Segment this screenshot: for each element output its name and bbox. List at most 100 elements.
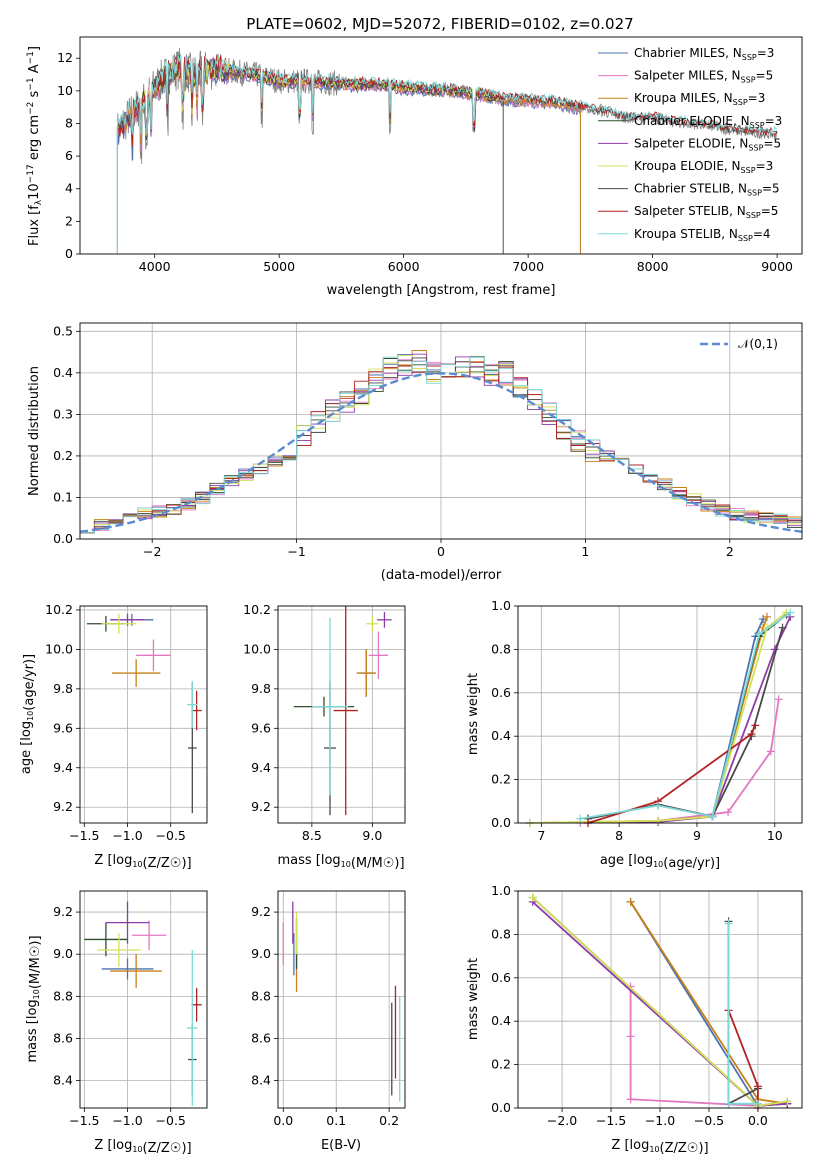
x-tick-label: 7000 bbox=[512, 259, 544, 274]
x-axis-label: Z [log10(Z/Z☉)] bbox=[94, 853, 191, 871]
y-axis-label: age [log10(age/yr)] bbox=[19, 654, 37, 774]
x-tick-label: −2 bbox=[143, 544, 161, 559]
axes-frame bbox=[79, 322, 803, 540]
y-tick-label: 0.0 bbox=[53, 531, 73, 546]
x-tick-label: 0.0 bbox=[748, 1113, 768, 1128]
x-axis-label: Z [log10(Z/Z☉)] bbox=[611, 1138, 708, 1156]
x-axis-label: (data-model)/error bbox=[381, 568, 502, 583]
y-tick-label: 9.2 bbox=[53, 904, 73, 919]
y-tick-label: 9.2 bbox=[251, 904, 271, 919]
y-tick-label: 10.2 bbox=[243, 602, 271, 617]
x-tick-label: 2 bbox=[726, 544, 734, 559]
y-tick-label: 10 bbox=[57, 83, 73, 98]
axes-frame bbox=[517, 605, 803, 824]
axes-frame bbox=[277, 605, 406, 824]
model-spectrum-line bbox=[116, 53, 778, 254]
y-tick-label: 0.1 bbox=[53, 489, 73, 504]
x-tick-label: 4000 bbox=[139, 259, 171, 274]
y-axis-label: mass weight bbox=[466, 673, 481, 755]
y-tick-label: 1.0 bbox=[491, 883, 511, 898]
y-tick-label: 8.8 bbox=[53, 988, 73, 1003]
y-tick-label: 0.4 bbox=[491, 728, 511, 743]
y-tick-label: 10.2 bbox=[45, 602, 73, 617]
y-tick-label: 8.6 bbox=[251, 1030, 271, 1045]
y-tick-label: 0.6 bbox=[491, 970, 511, 985]
axes-frame bbox=[79, 890, 208, 1109]
legend-label: Salpeter ELODIE, NSSP=5 bbox=[634, 136, 781, 152]
y-tick-label: 0.2 bbox=[491, 1057, 511, 1072]
x-axis-label: age [log10(age/yr)] bbox=[600, 853, 720, 871]
x-axis-label: wavelength [Angstrom, rest frame] bbox=[327, 283, 556, 298]
y-tick-label: 0.3 bbox=[53, 406, 73, 421]
axes-frame bbox=[79, 605, 208, 824]
x-tick-label: −0.5 bbox=[156, 1113, 186, 1128]
y-tick-label: 0 bbox=[65, 246, 73, 261]
normal-curve bbox=[80, 372, 802, 533]
y-tick-label: 8 bbox=[65, 115, 73, 130]
y-tick-label: 2 bbox=[65, 213, 73, 228]
legend-label: Chabrier ELODIE, NSSP=3 bbox=[634, 114, 782, 130]
legend-label: Kroupa MILES, NSSP=3 bbox=[634, 91, 765, 107]
y-tick-label: 8.4 bbox=[53, 1073, 73, 1088]
x-axis-label: Z [log10(Z/Z☉)] bbox=[94, 1138, 191, 1156]
x-tick-label: 9 bbox=[693, 828, 701, 843]
y-axis-label: Normed distribution bbox=[27, 366, 42, 496]
y-tick-label: 0.8 bbox=[491, 641, 511, 656]
legend-label: Salpeter STELIB, NSSP=5 bbox=[634, 204, 778, 220]
x-tick-label: −1.0 bbox=[112, 828, 142, 843]
y-tick-label: 9.2 bbox=[53, 799, 73, 814]
axes-frame bbox=[517, 890, 803, 1109]
axes-frame bbox=[79, 36, 803, 255]
weight-line bbox=[529, 616, 768, 823]
y-tick-label: 8.6 bbox=[53, 1030, 73, 1045]
y-tick-label: 9.2 bbox=[251, 799, 271, 814]
x-axis-label: mass [log10(M/M☉)] bbox=[277, 853, 404, 871]
x-tick-label: 0.1 bbox=[326, 1113, 346, 1128]
legend-label: Kroupa ELODIE, NSSP=3 bbox=[634, 159, 773, 175]
axes-frame bbox=[277, 890, 406, 1109]
weight-line bbox=[529, 611, 787, 823]
legend-label: Kroupa STELIB, NSSP=4 bbox=[634, 227, 771, 243]
legend-label: Salpeter MILES, NSSP=5 bbox=[634, 69, 773, 85]
y-tick-label: 9.0 bbox=[251, 946, 271, 961]
x-tick-label: 1 bbox=[581, 544, 589, 559]
y-tick-label: 9.8 bbox=[53, 681, 73, 696]
x-tick-label: −1 bbox=[287, 544, 305, 559]
legend-label: 𝒩(0,1) bbox=[738, 337, 778, 351]
x-tick-label: −0.5 bbox=[156, 828, 186, 843]
x-tick-label: −0.5 bbox=[694, 1113, 724, 1128]
model-spectrum-line bbox=[116, 60, 581, 254]
y-axis-label: mass weight bbox=[466, 958, 481, 1040]
y-tick-label: 9.4 bbox=[251, 760, 271, 775]
x-tick-label: 0.2 bbox=[379, 1113, 399, 1128]
x-tick-label: 7 bbox=[537, 828, 545, 843]
y-tick-label: 0.2 bbox=[491, 772, 511, 787]
y-tick-label: 8.8 bbox=[251, 988, 271, 1003]
x-tick-label: −1.0 bbox=[112, 1113, 142, 1128]
x-tick-label: 0 bbox=[437, 544, 445, 559]
y-tick-label: 9.0 bbox=[53, 946, 73, 961]
y-tick-label: 10.0 bbox=[243, 641, 271, 656]
y-tick-label: 0.6 bbox=[491, 685, 511, 700]
y-tick-label: 9.6 bbox=[251, 720, 271, 735]
y-axis-label: Flux [fλ10−17 erg cm−2 s−1 A−1] bbox=[26, 46, 44, 246]
legend-label: Chabrier MILES, NSSP=3 bbox=[634, 46, 774, 62]
x-axis-label: E(B-V) bbox=[321, 1138, 361, 1153]
y-tick-label: 0.2 bbox=[53, 448, 73, 463]
y-axis-label: mass [log10(M/M☉)] bbox=[25, 935, 43, 1062]
x-tick-label: −1.5 bbox=[69, 828, 99, 843]
x-tick-label: 5000 bbox=[263, 259, 295, 274]
x-tick-label: 0.0 bbox=[273, 1113, 293, 1128]
x-tick-label: 6000 bbox=[388, 259, 420, 274]
y-tick-label: 0.8 bbox=[491, 926, 511, 941]
x-tick-label: 8 bbox=[615, 828, 623, 843]
y-tick-label: 0.4 bbox=[491, 1013, 511, 1028]
y-tick-label: 0.0 bbox=[491, 815, 511, 830]
y-tick-label: 8.4 bbox=[251, 1073, 271, 1088]
x-tick-label: −1.5 bbox=[596, 1113, 626, 1128]
y-tick-label: 0.4 bbox=[53, 365, 73, 380]
plot-layer: 4000 5000 6000 7000 8000 9000024681012wavelen… bbox=[19, 36, 803, 1156]
y-tick-label: 9.6 bbox=[53, 720, 73, 735]
model-spectrum-line bbox=[116, 61, 581, 254]
